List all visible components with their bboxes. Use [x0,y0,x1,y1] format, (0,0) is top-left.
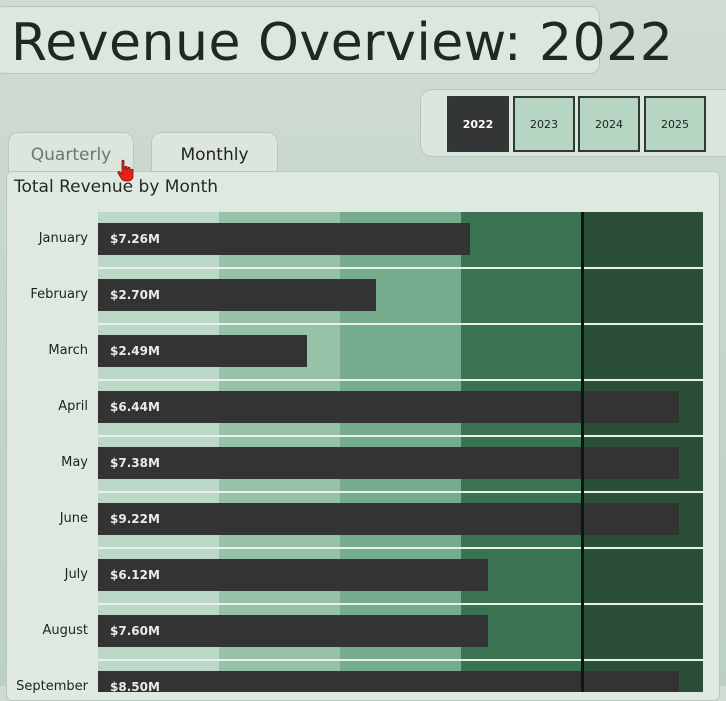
bar-value-label: $6.44M [110,400,160,414]
bullet-chart-plot: $7.26M $2.70M $2.49M $6.44M $7.38M $9.22M $6.1… [98,212,703,692]
month-label: April [58,399,88,414]
month-label: August [42,623,89,638]
month-label: September [16,679,88,694]
month-label: July [64,567,88,582]
target-marker-line [581,212,584,692]
row-separator [98,435,703,437]
bar-value-label: $7.38M [110,456,160,470]
bar-value-label: $9.22M [110,512,160,526]
bar-value-label: $6.12M [110,568,160,582]
title-panel: Revenue Overview: 2022 [0,6,673,74]
revenue-bar[interactable]: $6.44M [98,391,679,423]
revenue-bar[interactable]: $7.26M [98,223,471,255]
tab-monthly[interactable]: Monthly [151,132,278,176]
bar-value-label: $7.60M [110,624,160,638]
row-separator [98,491,703,493]
revenue-bar[interactable]: $6.12M [98,559,489,591]
row-separator [98,323,703,325]
chart-title: Total Revenue by Month [14,177,219,197]
hand-cursor-icon [117,159,134,182]
month-label: March [48,343,88,358]
row-separator [98,603,703,605]
revenue-bar[interactable]: $2.49M [98,335,307,367]
revenue-bar[interactable]: $7.38M [98,447,679,479]
row-separator [98,267,703,269]
revenue-bar[interactable]: $7.60M [98,615,489,647]
month-label: May [61,455,88,470]
year-button-2022[interactable]: 2022 [447,96,509,152]
month-label: February [30,287,88,302]
revenue-bar[interactable]: $9.22M [98,503,679,535]
year-button-2025[interactable]: 2025 [644,96,706,152]
tab-quarterly[interactable]: Quarterly [8,132,134,176]
row-separator [98,379,703,381]
bar-value-label: $2.49M [110,344,160,358]
year-button-2023[interactable]: 2023 [513,96,575,152]
year-button-2024[interactable]: 2024 [578,96,640,152]
bar-value-label: $8.50M [110,680,160,692]
month-label: January [38,231,88,246]
page-title: Revenue Overview: 2022 [11,13,674,73]
bar-value-label: $2.70M [110,288,160,302]
month-label: June [59,511,88,526]
bar-value-label: $7.26M [110,232,160,246]
row-separator [98,659,703,661]
row-separator [98,547,703,549]
revenue-bar[interactable]: $2.70M [98,279,377,311]
revenue-bar[interactable]: $8.50M [98,671,679,692]
